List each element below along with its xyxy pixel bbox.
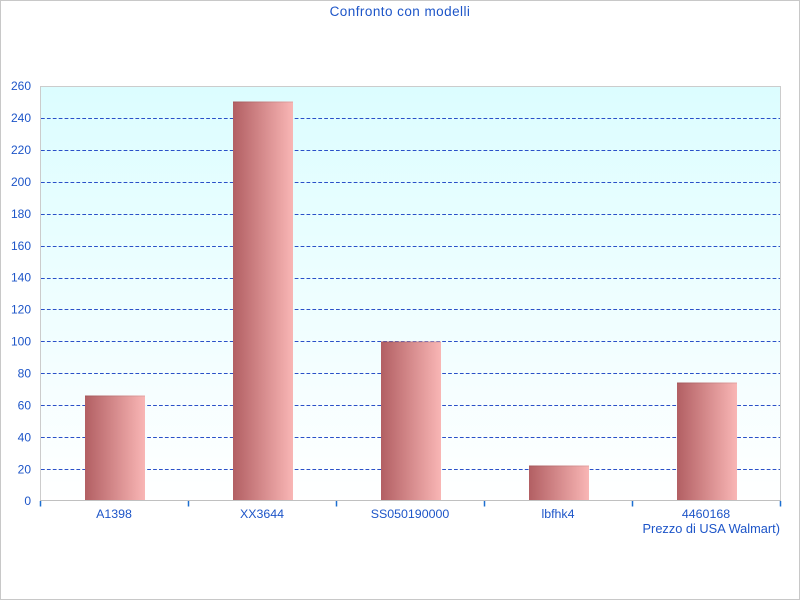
svg-text:180: 180 [11,207,31,221]
svg-text:Confronto con modelli: Confronto con modelli [330,4,471,19]
svg-text:80: 80 [18,367,32,381]
svg-text:XX3644: XX3644 [240,507,284,521]
svg-text:0: 0 [24,494,31,508]
svg-text:4460168: 4460168 [682,507,730,521]
svg-text:140: 140 [11,271,31,285]
svg-text:Prezzo di USA Walmart): Prezzo di USA Walmart) [643,521,780,536]
svg-text:260: 260 [11,79,31,93]
svg-text:40: 40 [18,430,32,444]
svg-text:120: 120 [11,303,31,317]
svg-text:lbfhk4: lbfhk4 [541,507,574,521]
svg-text:160: 160 [11,239,31,253]
svg-text:A1398: A1398 [96,507,132,521]
svg-text:60: 60 [18,399,32,413]
svg-text:240: 240 [11,111,31,125]
svg-text:100: 100 [11,335,31,349]
svg-text:200: 200 [11,175,31,189]
svg-text:220: 220 [11,143,31,157]
svg-text:20: 20 [18,462,32,476]
svg-text:SS050190000: SS050190000 [371,507,450,521]
